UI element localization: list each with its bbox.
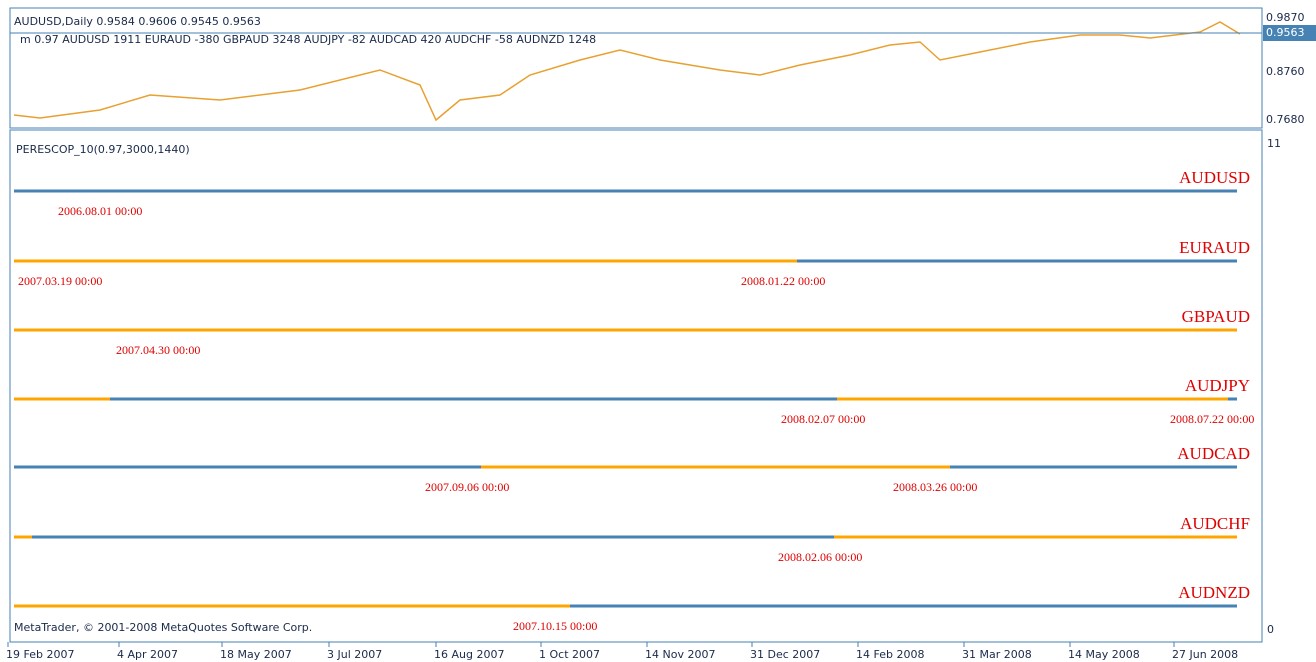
indicator-panel: [9, 129, 1263, 643]
time-label: 31 Mar 2008: [962, 648, 1032, 661]
price-label: 0.9563: [1266, 26, 1305, 39]
date-label: 2007.10.15 00:00: [513, 619, 597, 633]
date-label: 2007.09.06 00:00: [425, 480, 509, 494]
price-label: 0.8760: [1266, 65, 1305, 78]
indicator-name: PERESCOP_10(0.97,3000,1440): [16, 143, 190, 156]
date-label: 2007.03.19 00:00: [18, 274, 102, 288]
time-label: 1 Oct 2007: [539, 648, 600, 661]
price-label: 0.9870: [1266, 11, 1305, 24]
symbol-line: AUDUSD,Daily 0.9584 0.9606 0.9545 0.9563: [14, 15, 261, 28]
time-label: 14 May 2008: [1068, 648, 1140, 661]
time-label: 18 May 2007: [220, 648, 292, 661]
row-name: AUDJPY: [1185, 376, 1250, 395]
row-name: GBPAUD: [1182, 307, 1250, 326]
time-label: 27 Jun 2008: [1172, 648, 1238, 661]
time-label: 14 Feb 2008: [856, 648, 924, 661]
time-label: 4 Apr 2007: [117, 648, 178, 661]
date-label: 2007.04.30 00:00: [116, 343, 200, 357]
row-name: AUDUSD: [1179, 168, 1250, 187]
row-name: AUDCHF: [1180, 514, 1250, 533]
price-label: 0.7680: [1266, 113, 1305, 126]
date-label: 2008.02.07 00:00: [781, 412, 865, 426]
row-name: EURAUD: [1179, 238, 1250, 257]
indicator-values: m 0.97 AUDUSD 1911 EURAUD -380 GBPAUD 32…: [20, 33, 596, 46]
axis-bottom: 0: [1267, 623, 1274, 636]
price-marker: [1263, 25, 1316, 41]
date-label: 2008.03.26 00:00: [893, 480, 977, 494]
copyright: MetaTrader, © 2001-2008 MetaQuotes Softw…: [14, 621, 312, 634]
price-series: [13, 21, 1241, 122]
date-label: 2008.02.06 00:00: [778, 550, 862, 564]
time-label: 31 Dec 2007: [750, 648, 820, 661]
row-name: AUDNZD: [1178, 583, 1250, 602]
axis-top: 11: [1267, 137, 1281, 150]
row-name: AUDCAD: [1177, 444, 1250, 463]
price-panel: [9, 7, 1263, 129]
time-label: 16 Aug 2007: [434, 648, 504, 661]
date-label: 2008.01.22 00:00: [741, 274, 825, 288]
date-label: 2006.08.01 00:00: [58, 204, 142, 218]
time-label: 3 Jul 2007: [327, 648, 382, 661]
time-label: 14 Nov 2007: [645, 648, 715, 661]
time-label: 19 Feb 2007: [6, 648, 74, 661]
date-label: 2008.07.22 00:00: [1170, 412, 1254, 426]
